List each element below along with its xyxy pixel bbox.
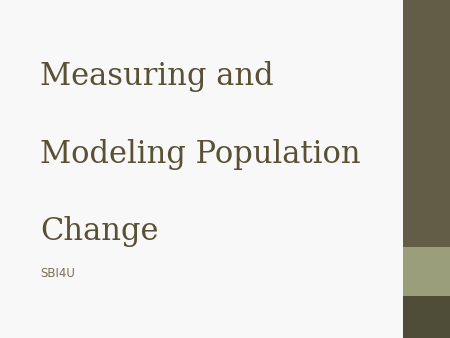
- Bar: [403, 247, 450, 296]
- Text: Change: Change: [40, 216, 159, 247]
- Text: Modeling Population: Modeling Population: [40, 139, 361, 170]
- Text: SBI4U: SBI4U: [40, 267, 76, 280]
- Text: Measuring and: Measuring and: [40, 61, 274, 92]
- Bar: [403, 296, 450, 338]
- Bar: [403, 0, 450, 247]
